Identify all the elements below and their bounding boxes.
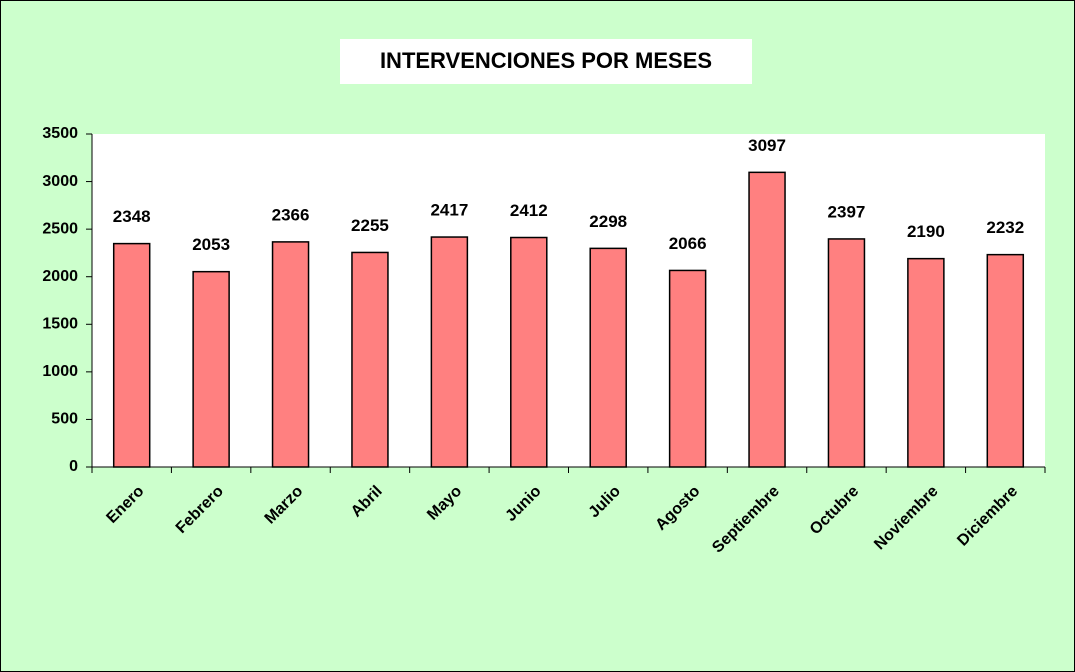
bar xyxy=(430,236,469,468)
value-label: 2417 xyxy=(430,201,468,220)
bar xyxy=(112,242,151,468)
value-label: 3097 xyxy=(748,136,786,155)
bar xyxy=(986,253,1025,468)
bar xyxy=(351,251,389,468)
value-label: 2232 xyxy=(986,218,1024,237)
bar xyxy=(271,241,310,468)
value-label: 2053 xyxy=(192,235,230,254)
bar xyxy=(192,270,230,468)
value-label: 2366 xyxy=(272,205,310,224)
title-box xyxy=(340,39,752,84)
bar xyxy=(510,236,548,468)
y-tick-label: 3500 xyxy=(42,125,78,142)
y-tick-label: 500 xyxy=(51,411,78,428)
bar xyxy=(748,171,786,468)
chart-title: INTERVENCIONES POR MESES xyxy=(380,48,712,73)
y-tick-label: 2000 xyxy=(42,268,78,285)
value-label: 2348 xyxy=(113,207,151,226)
plot-area xyxy=(92,134,1045,467)
bar xyxy=(589,247,627,468)
bar xyxy=(907,257,945,468)
value-label: 2298 xyxy=(589,212,627,231)
y-tick-label: 1500 xyxy=(42,316,78,333)
value-label: 2255 xyxy=(351,216,389,235)
value-label: 2412 xyxy=(510,201,548,220)
value-label: 2190 xyxy=(907,222,945,241)
value-label: 2066 xyxy=(669,234,707,253)
bar xyxy=(827,238,866,468)
y-tick-label: 0 xyxy=(69,458,78,475)
y-tick-label: 1000 xyxy=(42,363,78,380)
value-label: 2397 xyxy=(828,202,866,221)
bar xyxy=(668,269,707,468)
y-tick-label: 3000 xyxy=(42,173,78,190)
y-tick-label: 2500 xyxy=(42,220,78,237)
